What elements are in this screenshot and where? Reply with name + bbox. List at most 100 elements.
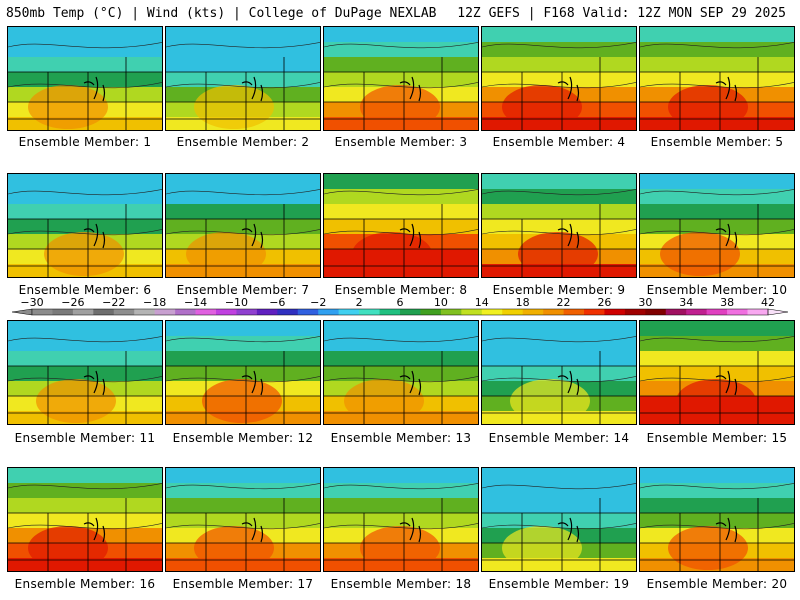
ensemble-member-map <box>639 320 795 425</box>
temperature-map <box>324 27 478 130</box>
temp-band <box>482 42 636 58</box>
temperature-map <box>8 321 162 424</box>
temp-band <box>324 219 478 235</box>
ensemble-member-label: Ensemble Member: 11 <box>14 431 156 445</box>
colorbar-tick-label: 42 <box>761 296 775 309</box>
colorbar-segment <box>440 309 462 315</box>
height-contour <box>640 42 794 89</box>
warm-core <box>44 232 124 276</box>
temperature-map <box>324 468 478 571</box>
temp-band <box>324 27 478 43</box>
height-contour <box>482 189 636 236</box>
temperature-map <box>640 174 794 277</box>
ensemble-member-label: Ensemble Member: 16 <box>14 577 156 591</box>
ensemble-member-map <box>7 320 163 425</box>
temperature-map <box>324 321 478 424</box>
temp-band <box>166 204 320 220</box>
temp-band <box>640 204 794 220</box>
colorbar-tick-label: −2 <box>310 296 327 309</box>
temp-band <box>640 336 794 352</box>
temp-band <box>482 351 636 367</box>
ensemble-member-label: Ensemble Member: 18 <box>330 577 472 591</box>
ensemble-member-label: Ensemble Member: 12 <box>172 431 314 445</box>
header-title: 850mb Temp (°C) | Wind (kts) | College o… <box>6 6 437 21</box>
temp-band <box>166 498 320 514</box>
temp-band <box>8 72 162 88</box>
warm-core <box>502 85 582 129</box>
warm-core <box>676 379 756 423</box>
colorbar-segment <box>665 309 687 315</box>
temp-band <box>8 321 162 337</box>
temp-band <box>324 468 478 484</box>
temp-band <box>166 27 320 43</box>
great-lakes <box>557 76 580 102</box>
temp-band <box>324 42 478 58</box>
warm-core <box>202 379 282 423</box>
temp-band <box>166 219 320 235</box>
colorbar-segment <box>195 309 217 315</box>
colorbar-segment <box>747 309 769 315</box>
great-lakes <box>715 76 738 102</box>
warm-core <box>344 379 424 423</box>
colorbar-tick-label: −30 <box>20 296 44 309</box>
great-lakes <box>241 517 264 543</box>
ensemble-member-map <box>323 320 479 425</box>
temp-band <box>166 42 320 58</box>
colorbar-segment <box>400 309 421 315</box>
height-contour <box>166 483 320 530</box>
ensemble-member-label: Ensemble Member: 1 <box>18 135 152 149</box>
temp-band <box>8 513 162 529</box>
height-contour <box>640 483 794 530</box>
colorbar-segment <box>93 309 115 315</box>
temperature-map <box>482 321 636 424</box>
temperature-map <box>640 468 794 571</box>
temperature-map <box>166 27 320 130</box>
temp-band <box>640 351 794 367</box>
height-contour <box>324 189 478 236</box>
temp-band <box>482 336 636 352</box>
ensemble-member-map <box>639 173 795 278</box>
warm-core <box>660 232 740 276</box>
height-contour <box>8 336 162 383</box>
colorbar-segment <box>154 309 176 315</box>
warm-core <box>518 232 598 276</box>
ensemble-member-map <box>323 467 479 572</box>
temp-band <box>324 189 478 205</box>
temperature-map <box>166 174 320 277</box>
ensemble-member-map <box>323 173 479 278</box>
ensemble-member-label: Ensemble Member: 17 <box>172 577 314 591</box>
ensemble-member-label: Ensemble Member: 13 <box>330 431 472 445</box>
temp-band <box>640 57 794 73</box>
colorbar-tick-label: 30 <box>638 296 653 309</box>
temp-band <box>8 42 162 58</box>
colorbar-segment <box>216 309 237 315</box>
ensemble-member-label: Ensemble Member: 19 <box>488 577 630 591</box>
ensemble-member-map <box>165 173 321 278</box>
colorbar-tick-label: −10 <box>224 296 249 309</box>
colorbar-segment <box>706 309 728 315</box>
height-contour <box>8 42 162 89</box>
ensemble-member-label: Ensemble Member: 5 <box>650 135 784 149</box>
height-contour <box>640 189 794 236</box>
temp-band <box>640 42 794 58</box>
colorbar-tick-label: 34 <box>679 296 694 309</box>
temperature-map <box>166 321 320 424</box>
ensemble-member-map <box>7 467 163 572</box>
great-lakes <box>241 370 264 396</box>
great-lakes <box>83 223 106 249</box>
great-lakes <box>83 370 106 396</box>
temp-band <box>166 513 320 529</box>
temp-band <box>482 27 636 43</box>
colorbar-segment <box>297 309 319 315</box>
temp-band <box>8 174 162 190</box>
ensemble-member-map <box>481 320 637 425</box>
temp-band <box>640 189 794 205</box>
colorbar-segment <box>481 309 503 315</box>
height-contour <box>166 42 320 89</box>
ensemble-member-map <box>639 26 795 131</box>
temp-band <box>482 189 636 205</box>
temp-band <box>482 513 636 529</box>
temperature-map <box>482 174 636 277</box>
great-lakes <box>83 76 106 102</box>
temp-band <box>640 483 794 499</box>
